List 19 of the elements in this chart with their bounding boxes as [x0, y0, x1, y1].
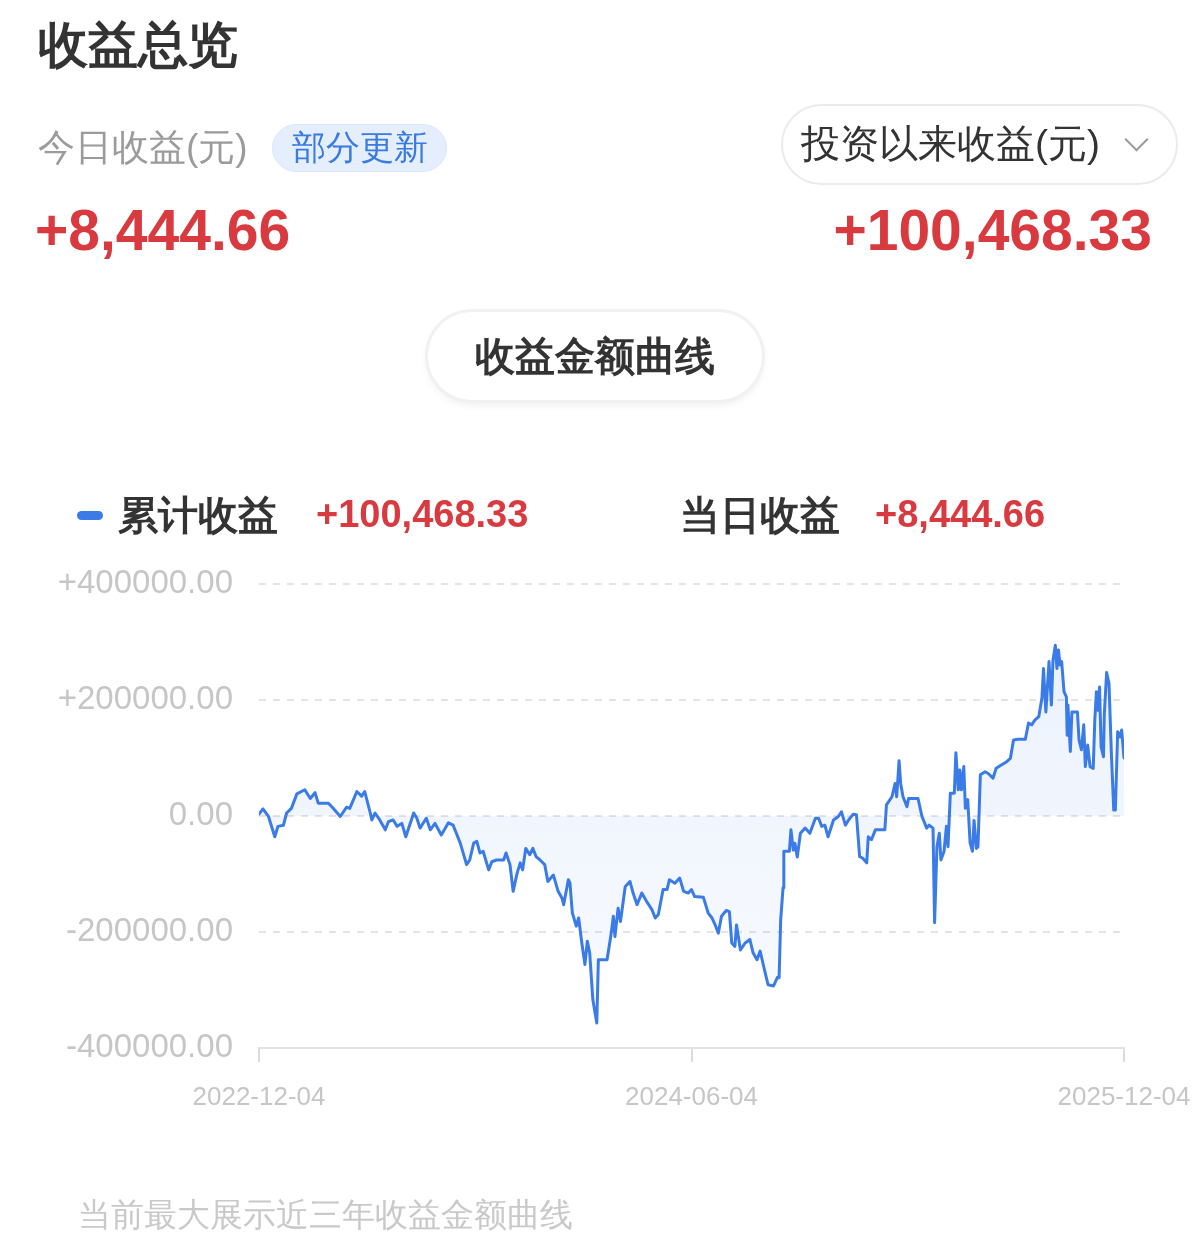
x-tick-label: 2024-06-04 [625, 1080, 758, 1111]
text: 投资以来收益(元) [801, 122, 1100, 167]
x-tick-label: 2022-12-04 [192, 1080, 326, 1111]
y-tick-label: +200000.00 [57, 678, 233, 716]
x-tick-label: 2025-12-04 [1057, 1080, 1191, 1111]
text: 收益金额曲线 [475, 333, 715, 379]
text: +100,468.33 [316, 493, 529, 537]
legend-label: 累计收益 [118, 492, 278, 538]
y-tick-label: +400000.00 [57, 562, 233, 600]
y-tick-label: -400000.00 [66, 1027, 233, 1065]
text: 今日收益(元) [38, 126, 248, 170]
y-tick-label: 0.00 [168, 794, 233, 832]
text: +100,468.33 [833, 198, 1152, 264]
text: +8,444.66 [875, 493, 1046, 537]
text: 当日收益 [680, 492, 840, 538]
text: 部分更新 [291, 128, 428, 168]
text: +8,444.66 [35, 198, 291, 264]
chart-title: 收益总览 [38, 17, 238, 75]
y-tick-label: -200000.00 [66, 911, 233, 949]
